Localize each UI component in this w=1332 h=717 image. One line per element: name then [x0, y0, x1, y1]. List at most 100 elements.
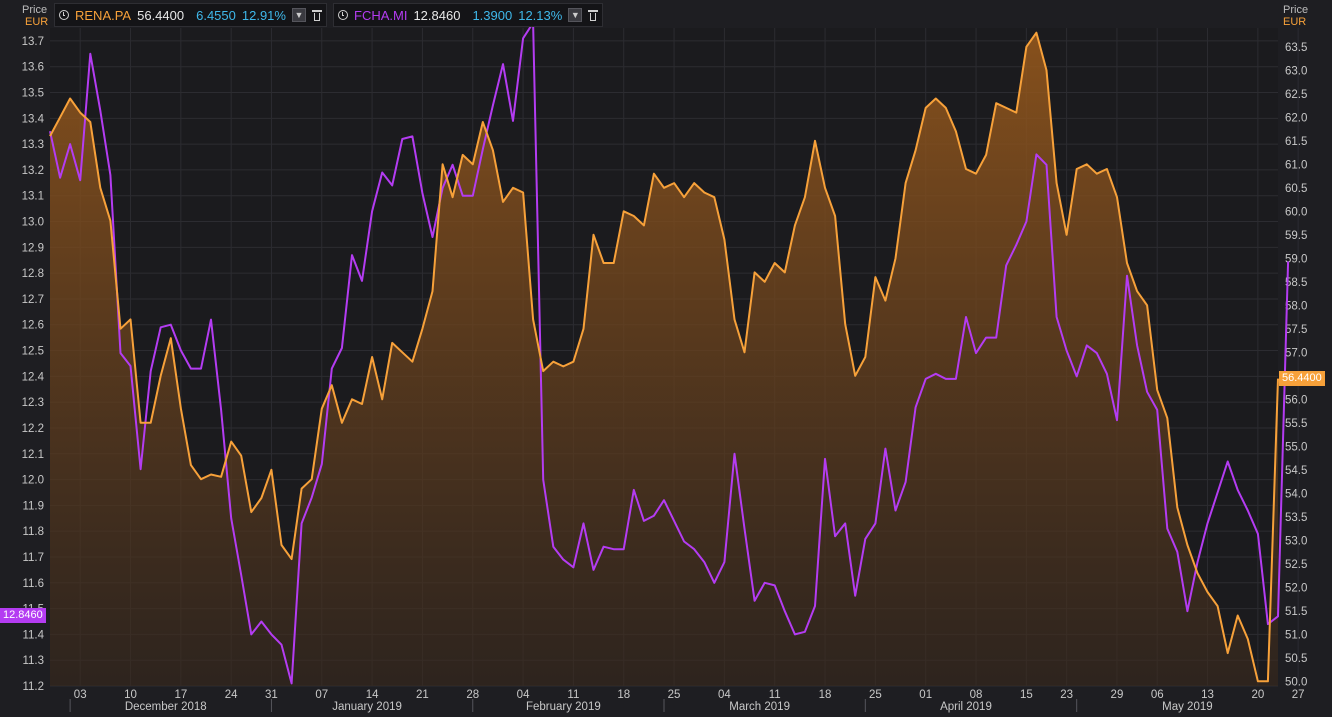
right-tick-label: 62.0 [1285, 112, 1307, 124]
rena-area-fill [50, 32, 1278, 686]
right-tick-label: 52.5 [1285, 559, 1307, 571]
legend-price-fcha: 12.8460 [413, 7, 461, 23]
day-tick-label: 04 [517, 689, 530, 701]
left-tick-label: 13.2 [22, 165, 44, 177]
left-tick-label: 11.4 [22, 629, 44, 641]
day-tick-label: 04 [718, 689, 731, 701]
day-tick-label: 15 [1020, 689, 1033, 701]
month-label: January 2019 [332, 701, 402, 713]
day-tick-label: 03 [74, 689, 87, 701]
left-tick-label: 12.7 [22, 294, 44, 306]
right-axis-title: Price [1283, 4, 1309, 16]
day-tick-label: 14 [366, 689, 379, 701]
month-label: April 2019 [940, 701, 992, 713]
day-tick-label: 08 [970, 689, 983, 701]
left-tick-label: 11.2 [22, 681, 44, 693]
right-tick-label: 51.0 [1285, 629, 1307, 641]
day-tick-label: 31 [265, 689, 278, 701]
trash-icon[interactable] [588, 9, 599, 21]
right-tick-label: 54.5 [1285, 465, 1307, 477]
day-tick-label: 25 [668, 689, 681, 701]
right-tick-label: 59.5 [1285, 230, 1307, 242]
legend-symbol-rena: RENA.PA [75, 7, 132, 23]
legend-symbol-fcha: FCHA.MI [354, 7, 408, 23]
month-label: December 2018 [125, 701, 207, 713]
day-tick-label: 11 [769, 689, 781, 701]
right-tick-label: 58.0 [1285, 300, 1307, 312]
left-tick-label: 11.8 [22, 526, 44, 538]
left-tick-label: 12.0 [22, 475, 44, 487]
legend-change-rena: 6.4550 [196, 7, 236, 23]
day-tick-label: 29 [1111, 689, 1124, 701]
right-tick-label: 54.0 [1285, 488, 1307, 500]
legend-change-fcha: 1.3900 [472, 7, 513, 23]
left-tick-label: 11.9 [22, 500, 44, 512]
right-tick-label: 57.0 [1285, 347, 1307, 359]
clock-icon [59, 10, 69, 20]
day-tick-label: 20 [1251, 689, 1264, 701]
fcha-series-line[interactable] [49, 21, 1290, 685]
day-tick-label: 27 [1292, 689, 1305, 701]
day-tick-label: 17 [174, 689, 187, 701]
left-tick-label: 12.3 [22, 397, 44, 409]
day-tick-label: 18 [819, 689, 832, 701]
left-tick-label: 12.4 [22, 371, 45, 383]
left-tick-label: 12.2 [22, 423, 44, 435]
legend-fcha[interactable]: FCHA.MI 12.8460 1.3900 12.13% ▼ [333, 3, 604, 27]
left-price-badge: 12.8460 [0, 608, 46, 624]
left-axis-unit: EUR [25, 16, 49, 28]
right-tick-label: 50.0 [1285, 676, 1307, 688]
right-tick-label: 50.5 [1285, 653, 1307, 665]
right-tick-label: 55.5 [1285, 418, 1307, 430]
right-tick-label: 59.0 [1285, 253, 1307, 265]
left-tick-label: 12.5 [22, 346, 44, 358]
day-tick-label: 21 [416, 689, 429, 701]
left-tick-label: 11.7 [22, 552, 44, 564]
left-tick-label: 13.0 [22, 217, 44, 229]
day-tick-label: 13 [1201, 689, 1214, 701]
day-tick-label: 07 [315, 689, 328, 701]
chevron-down-icon[interactable]: ▼ [291, 8, 306, 22]
day-tick-label: 10 [124, 689, 137, 701]
left-tick-label: 12.6 [22, 320, 44, 332]
right-tick-label: 55.0 [1285, 441, 1307, 453]
clock-icon [338, 10, 348, 20]
right-tick-label: 63.5 [1285, 42, 1307, 54]
legend-price-rena: 56.4400 [137, 7, 185, 23]
left-tick-label: 11.3 [22, 655, 44, 667]
right-tick-label: 53.5 [1285, 512, 1307, 524]
right-tick-label: 57.5 [1285, 324, 1307, 336]
right-tick-label: 52.0 [1285, 582, 1307, 594]
left-tick-label: 13.3 [22, 139, 44, 151]
day-tick-label: 11 [567, 689, 579, 701]
legend-pct-rena: 12.91% [241, 7, 286, 23]
left-tick-label: 13.6 [22, 62, 44, 74]
rena-series-line[interactable] [49, 31, 1279, 683]
day-tick-label: 25 [869, 689, 882, 701]
chevron-down-icon[interactable]: ▼ [568, 8, 583, 22]
day-tick-label: 23 [1060, 689, 1073, 701]
trash-icon[interactable] [311, 9, 322, 21]
right-tick-label: 60.5 [1285, 183, 1307, 195]
left-tick-label: 12.9 [22, 242, 44, 254]
left-tick-label: 12.1 [22, 449, 44, 461]
day-tick-label: 18 [617, 689, 630, 701]
right-tick-label: 60.0 [1285, 206, 1307, 218]
left-tick-label: 12.8 [22, 268, 44, 280]
right-tick-label: 53.0 [1285, 535, 1307, 547]
left-tick-label: 11.6 [22, 578, 44, 590]
day-tick-label: 28 [466, 689, 479, 701]
left-tick-label: 13.5 [22, 88, 44, 100]
legend-rena[interactable]: RENA.PA 56.4400 6.4550 12.91% ▼ [54, 3, 327, 27]
right-tick-label: 63.0 [1285, 65, 1307, 77]
day-tick-label: 24 [225, 689, 238, 701]
right-tick-label: 56.0 [1285, 394, 1307, 406]
right-tick-label: 61.5 [1285, 136, 1307, 148]
day-tick-label: 06 [1151, 689, 1164, 701]
day-tick-label: 01 [919, 689, 932, 701]
legend-pct-fcha: 12.13% [518, 7, 563, 23]
right-axis-unit: EUR [1283, 16, 1307, 28]
right-tick-label: 51.5 [1285, 606, 1307, 618]
right-price-badge: 56.4400 [1279, 370, 1325, 386]
